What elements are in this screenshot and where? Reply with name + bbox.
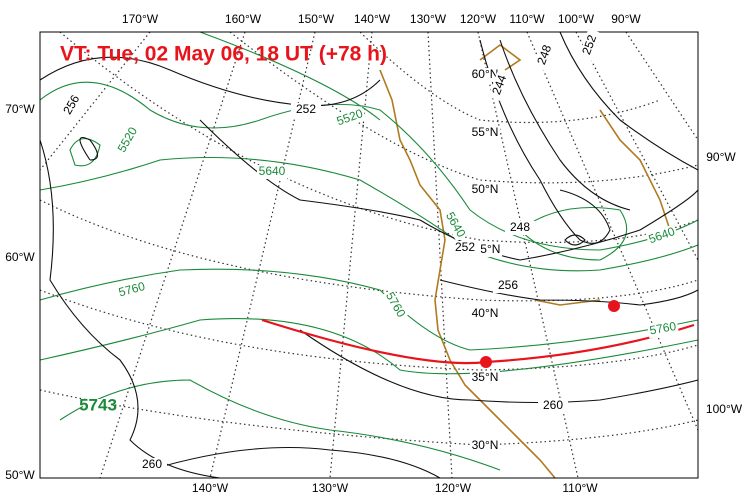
lon-label: 120°W — [460, 12, 497, 26]
lat-label: 50°N — [472, 182, 499, 196]
thickness-label: 252 — [296, 102, 316, 116]
label-background — [470, 126, 500, 140]
label-background — [114, 123, 142, 157]
label-background — [470, 307, 500, 321]
lon-label: 130°W — [410, 12, 447, 26]
label-background — [647, 319, 679, 339]
thickness-label: 252 — [579, 33, 599, 57]
label-background — [533, 38, 557, 72]
lon-label: 140°W — [192, 481, 229, 495]
graticule — [39, 31, 699, 479]
thickness-contours — [39, 31, 699, 479]
height-label: 5640 — [259, 164, 286, 178]
thickness-label: 244 — [489, 73, 509, 97]
lat-label: 35°N — [472, 370, 499, 384]
thickness-label: 248 — [510, 220, 530, 234]
label-background — [333, 106, 367, 130]
label-background — [645, 224, 679, 248]
label-background — [470, 183, 500, 197]
thickness-label: 252 — [455, 240, 475, 254]
lon-label: 120°W — [435, 481, 472, 495]
lon-label: 150°W — [298, 12, 335, 26]
lon-label: 170°W — [122, 12, 159, 26]
lat-label: 60°N — [472, 67, 499, 81]
lon-label: 90°W — [611, 12, 641, 26]
lon-label: 90°W — [706, 150, 736, 164]
label-background — [470, 439, 500, 453]
trajectory — [261, 300, 695, 368]
lat-label: 30°N — [472, 438, 499, 452]
lon-label: 110°W — [562, 481, 598, 495]
label-background — [488, 68, 512, 102]
lon-label: 50°W — [5, 468, 35, 482]
label-background — [450, 241, 480, 255]
label-background — [538, 399, 568, 413]
label-background — [578, 28, 602, 62]
lon-label: 110°W — [509, 12, 545, 26]
label-background — [115, 279, 149, 301]
label-background — [137, 458, 167, 472]
label-background — [441, 208, 469, 242]
label-background — [83, 399, 113, 413]
height-label: 5760 — [117, 279, 147, 300]
label-background — [381, 288, 409, 322]
lat-label: 40°N — [472, 306, 499, 320]
map-frame — [39, 31, 699, 479]
lon-label: 130°W — [312, 481, 349, 495]
lon-label: 100°W — [706, 402, 743, 416]
lat-label: 45°N — [474, 242, 501, 256]
lon-label: 160°W — [225, 12, 262, 26]
height-label: 5760 — [648, 319, 677, 337]
height-contours — [39, 31, 699, 471]
label-background — [291, 103, 321, 117]
red-dot — [608, 300, 620, 312]
red-dot — [480, 356, 492, 368]
thickness-label: 248 — [534, 43, 554, 67]
label-background — [470, 68, 500, 82]
lon-label: 70°W — [5, 102, 35, 116]
title: VT: Tue, 02 May 06, 18 UT (+78 h) — [60, 43, 387, 66]
height-label: 5743 — [79, 395, 117, 414]
lon-label: 140°W — [354, 12, 391, 26]
label-background — [470, 371, 500, 385]
thickness-label: 260 — [543, 398, 563, 412]
lat-label: 55°N — [472, 125, 499, 139]
label-background — [493, 279, 523, 293]
label-background — [505, 221, 535, 235]
lon-label: 60°W — [5, 250, 35, 264]
coastline — [379, 44, 671, 479]
label-background — [257, 165, 287, 179]
label-background — [58, 88, 86, 122]
thickness-label: 256 — [498, 278, 518, 292]
thickness-label: 260 — [142, 457, 162, 471]
lon-label: 100°W — [558, 12, 595, 26]
